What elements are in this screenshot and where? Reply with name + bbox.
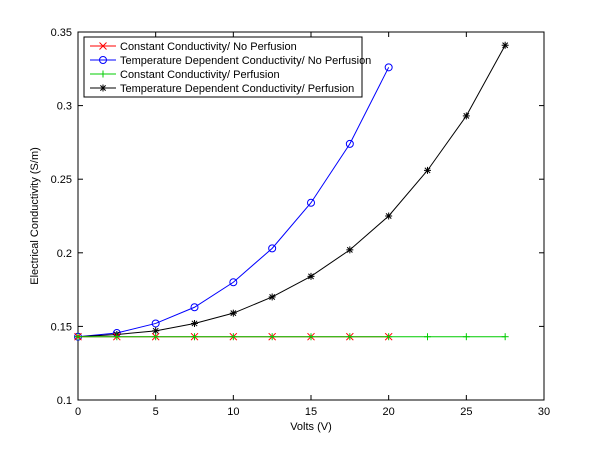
y-tick-label: 0.2 [57, 248, 72, 260]
legend-item: Constant Conductivity/ Perfusion [90, 69, 280, 81]
data-point [229, 278, 238, 287]
legend-box [83, 36, 363, 98]
legend-swatch-marker [99, 70, 107, 78]
data-point [268, 333, 276, 341]
data-point [307, 198, 315, 207]
x-tick-label: 25 [460, 406, 472, 418]
y-tick-label: 0.15 [51, 321, 72, 333]
data-point [346, 333, 354, 341]
legend-swatch-marker [99, 42, 107, 50]
legend-label: Constant Conductivity/ No Perfusion [120, 41, 297, 53]
series-temp-dependent-no-perfusion [74, 63, 393, 341]
data-point [268, 244, 277, 253]
data-point [462, 112, 470, 120]
data-point [501, 333, 509, 341]
data-point [229, 333, 237, 341]
y-tick-label: 0.25 [51, 174, 72, 186]
axis-ticks: 0 5 10 15 20 25 30 0.1 0.15 0.2 0.25 0.3 0.35 [51, 27, 551, 418]
data-point [113, 333, 121, 341]
series-layer [74, 41, 509, 341]
x-tick-label: 10 [227, 406, 239, 418]
data-point [74, 333, 82, 341]
legend-item: Temperature Dependent Conductivity/ No P… [90, 55, 371, 67]
legend-swatch-marker [99, 56, 107, 64]
data-point [191, 333, 198, 341]
legend-item: Constant Conductivity/ No Perfusion [90, 41, 297, 53]
data-point [307, 333, 315, 341]
x-tick-label: 0 [75, 406, 81, 418]
legend-item: Temperature Dependent Conductivity/ Perf… [90, 83, 354, 95]
data-point [424, 166, 431, 174]
y-tick-label: 0.1 [57, 395, 72, 407]
y-axis-title: Electrical Conductivity (S/m) [29, 147, 41, 285]
data-point [152, 333, 160, 341]
data-point [151, 319, 160, 328]
data-point [229, 309, 237, 317]
x-tick-label: 5 [153, 406, 159, 418]
data-point [346, 246, 354, 254]
series-line [77, 67, 390, 338]
data-point [152, 327, 160, 335]
legend-label: Temperature Dependent Conductivity/ No P… [120, 55, 371, 67]
y-tick-label: 0.3 [57, 101, 72, 113]
data-point [384, 63, 393, 72]
data-point [462, 333, 470, 341]
legend-label: Temperature Dependent Conductivity/ Perf… [120, 83, 354, 95]
x-tick-label: 30 [538, 406, 550, 418]
data-point [385, 333, 393, 341]
data-point [385, 212, 393, 220]
series-constant-perfusion [74, 333, 509, 341]
x-axis-title: Volts (V) [290, 421, 332, 433]
legend-swatch-marker [99, 84, 107, 92]
data-point [345, 139, 354, 148]
legend: Constant Conductivity/ No Perfusion Tempe… [83, 36, 371, 98]
data-point [501, 41, 509, 49]
y-tick-label: 0.35 [51, 27, 72, 39]
data-point [268, 293, 276, 301]
data-point [191, 319, 198, 327]
data-point [190, 303, 199, 312]
data-point [424, 333, 431, 341]
legend-label: Constant Conductivity/ Perfusion [120, 69, 280, 81]
data-point [307, 272, 315, 280]
series-line [77, 45, 506, 338]
x-tick-label: 15 [305, 406, 317, 418]
x-tick-label: 20 [383, 406, 395, 418]
